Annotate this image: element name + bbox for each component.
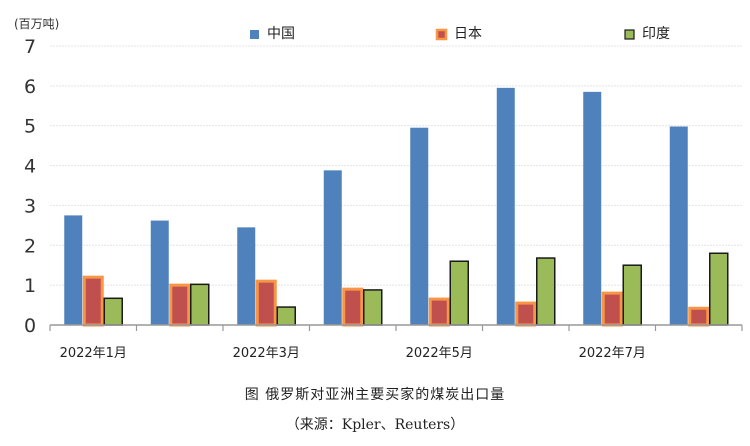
bar-1-2 [255,279,277,327]
legend-label-0: 中国 [267,26,295,42]
bar-2-4 [449,260,469,326]
x-tick-label: 2022年1月 [60,346,127,361]
bar-1-0 [82,275,104,327]
bar-0-6 [583,91,602,325]
bar-0-7 [669,126,688,325]
bar-2-1 [190,283,210,326]
bar-1-7 [688,306,710,327]
x-tick-label: 2022年7月 [579,346,646,361]
legend-label-2: 印度 [642,26,670,42]
bar-1-6 [601,291,623,327]
x-axis: 2022年1月 2022年3月 2022年5月 2022年7月 [49,324,743,361]
y-tick-label: 4 [24,156,36,178]
bar-2-6 [622,264,642,326]
y-tick-label: 1 [24,275,36,297]
y-axis-unit-label: (百万吨) [14,17,59,31]
legend-swatch-1 [435,28,448,41]
bar-1-4 [428,297,450,327]
bar-0-5 [496,87,515,325]
bar-1-3 [342,287,364,327]
x-tick-label: 2022年5月 [406,346,473,361]
bar-1-5 [515,301,537,327]
y-tick-label: 5 [24,116,36,138]
bar-0-2 [237,227,256,325]
y-axis: 0 1 2 3 4 5 6 7 [24,36,36,337]
bar-2-7 [709,252,729,326]
y-tick-label: 0 [24,315,36,337]
bar-2-0 [103,297,123,326]
legend-label-1: 日本 [454,26,482,42]
bar-0-3 [323,170,342,325]
y-tick-label: 3 [24,195,36,217]
figure-caption: 图 俄罗斯对亚洲主要买家的煤炭出口量 [244,387,506,403]
legend-swatch-0 [250,30,259,39]
bar-0-4 [410,127,429,325]
bar-2-5 [536,257,556,326]
bar-0-1 [150,220,169,325]
legend: 中国 日本 印度 [250,26,670,42]
x-tick-label: 2022年3月 [233,346,300,361]
legend-swatch-2 [624,29,635,40]
bar-series [64,87,729,327]
bar-0-0 [64,215,83,325]
y-tick-label: 6 [24,76,36,98]
bar-1-1 [169,283,191,327]
bar-2-2 [276,306,296,326]
y-tick-label: 7 [24,36,36,58]
figure-source: （来源：Kpler、Reuters） [285,417,465,433]
bar-2-3 [363,289,383,326]
y-tick-label: 2 [24,235,36,257]
